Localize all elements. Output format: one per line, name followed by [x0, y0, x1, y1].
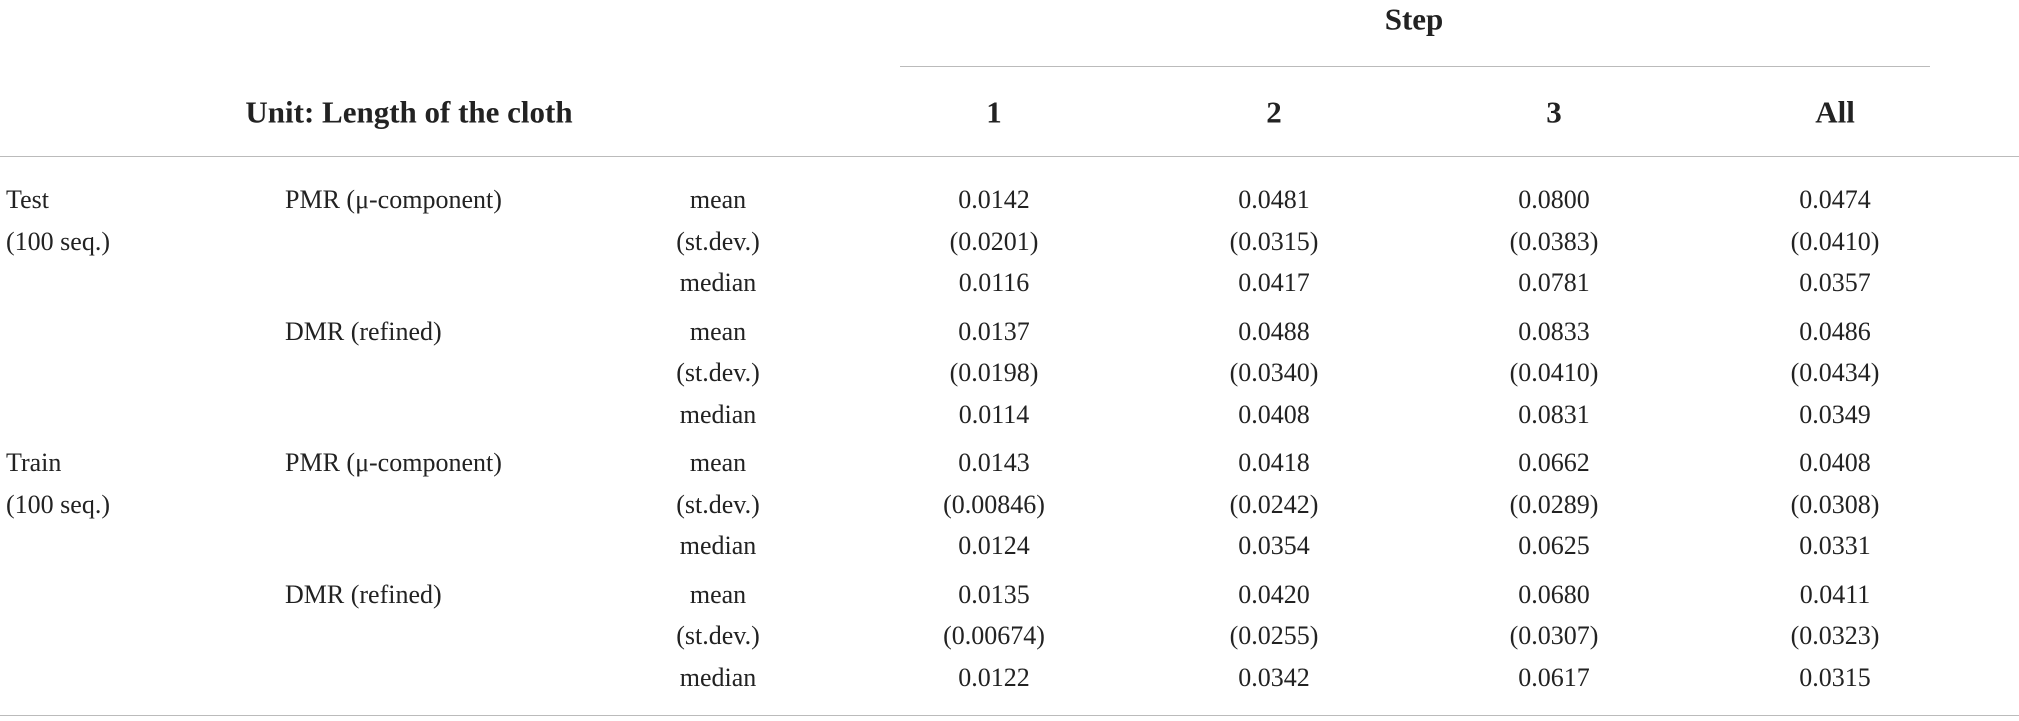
cell: (0.0198): [949, 358, 1039, 387]
cell: (0.0242): [1229, 489, 1319, 519]
cell: (0.0410): [1509, 358, 1599, 387]
cell: 0.0122: [958, 662, 1030, 692]
cell: 0.0420: [1238, 579, 1310, 609]
method-label: DMR (refined): [285, 579, 442, 609]
unit-header: Unit: Length of the cloth: [245, 94, 573, 130]
stat-label: mean: [689, 316, 747, 346]
cell: 0.0114: [958, 399, 1030, 429]
cell: 0.0137: [958, 316, 1030, 346]
set-label: (100 seq.): [6, 489, 110, 519]
cell: 0.0143: [958, 448, 1030, 477]
stat-label: median: [679, 662, 757, 692]
cell: (0.0323): [1790, 621, 1880, 650]
cell: 0.0617: [1518, 662, 1590, 692]
cell: 0.0486: [1799, 316, 1871, 346]
stat-label: median: [679, 268, 757, 297]
cell: (0.00846): [943, 489, 1045, 519]
cell: (0.0255): [1229, 621, 1319, 650]
cell: (0.0289): [1509, 489, 1599, 519]
cell: 0.0142: [958, 185, 1030, 214]
cell: 0.0662: [1518, 448, 1590, 477]
rule: [0, 156, 2019, 157]
cell: 0.0781: [1518, 268, 1590, 297]
cell: 0.0331: [1799, 531, 1871, 560]
method-label: PMR (μ-component): [285, 185, 502, 214]
cell: 0.0124: [958, 531, 1030, 560]
step-header: Step: [1384, 1, 1444, 37]
cell: (0.0434): [1790, 358, 1880, 387]
cell: (0.00674): [943, 621, 1045, 650]
cell: (0.0307): [1509, 621, 1599, 650]
cell: 0.0315: [1799, 662, 1871, 692]
column-header: All: [1815, 94, 1855, 130]
set-label: Test: [6, 185, 49, 214]
rule: [0, 715, 2019, 716]
cell: 0.0354: [1238, 531, 1310, 560]
cell: 0.0488: [1238, 316, 1310, 346]
cell: 0.0408: [1799, 448, 1871, 477]
stat-label: mean: [689, 579, 747, 609]
column-header: 3: [1546, 94, 1562, 130]
set-label: (100 seq.): [6, 226, 110, 256]
stat-label: (st.dev.): [676, 226, 760, 256]
method-label: DMR (refined): [285, 316, 442, 346]
column-header: 1: [986, 94, 1002, 130]
cell: 0.0349: [1799, 399, 1871, 429]
cell: 0.0408: [1238, 399, 1310, 429]
cell: (0.0383): [1509, 226, 1599, 256]
cell: 0.0357: [1799, 268, 1871, 297]
stat-label: mean: [689, 448, 747, 477]
cell: (0.0308): [1790, 489, 1880, 519]
cell: (0.0410): [1790, 226, 1880, 256]
cell: 0.0680: [1518, 579, 1590, 609]
stat-label: (st.dev.): [676, 489, 760, 519]
stat-label: median: [679, 399, 757, 429]
cell: 0.0135: [958, 579, 1030, 609]
cell: 0.0417: [1238, 268, 1310, 297]
cell: 0.0831: [1518, 399, 1590, 429]
cell: 0.0474: [1799, 185, 1871, 214]
cell: 0.0411: [1799, 579, 1871, 609]
cell: (0.0315): [1229, 226, 1319, 256]
cell: 0.0342: [1238, 662, 1310, 692]
set-label: Train: [6, 448, 62, 477]
stat-label: mean: [689, 185, 747, 214]
cell: 0.0116: [958, 268, 1030, 297]
cell: 0.0481: [1238, 185, 1310, 214]
cell: (0.0201): [949, 226, 1039, 256]
rule: [900, 66, 1930, 67]
stat-label: (st.dev.): [676, 621, 760, 650]
cell: 0.0800: [1518, 185, 1590, 214]
cell: 0.0418: [1238, 448, 1310, 477]
cell: 0.0625: [1518, 531, 1590, 560]
cell: 0.0833: [1518, 316, 1590, 346]
method-label: PMR (μ-component): [285, 448, 502, 477]
stat-label: median: [679, 531, 757, 560]
cell: (0.0340): [1229, 358, 1319, 387]
stat-label: (st.dev.): [676, 358, 760, 387]
column-header: 2: [1266, 94, 1282, 130]
